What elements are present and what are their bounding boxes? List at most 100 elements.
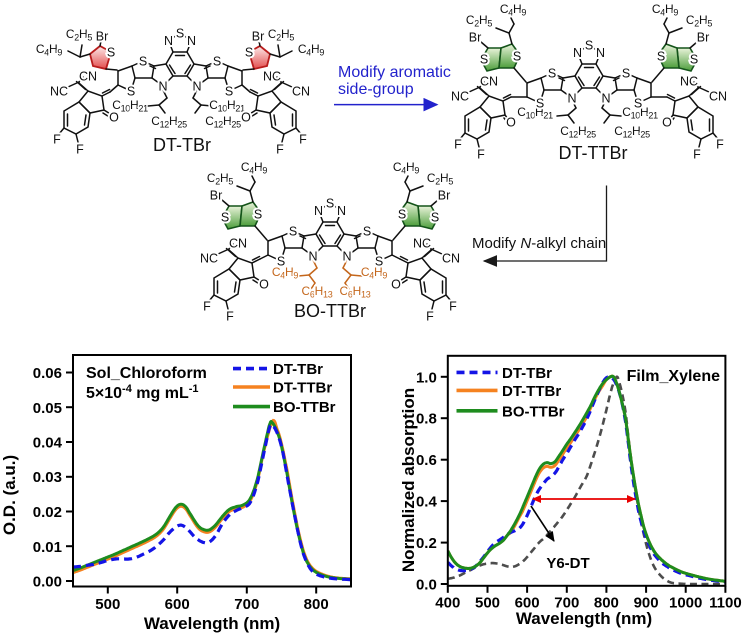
svg-text:S: S [221, 210, 229, 224]
svg-text:Br: Br [697, 30, 710, 44]
svg-text:S: S [690, 52, 698, 66]
svg-text:Modify aromatic: Modify aromatic [338, 64, 451, 81]
svg-text:500: 500 [475, 594, 500, 611]
svg-text:C4​H9​: C4​H9​ [393, 160, 419, 176]
svg-text:C12​H25​: C12​H25​ [560, 124, 596, 140]
svg-text:N: N [164, 34, 173, 48]
svg-text:DT-TBr: DT-TBr [273, 361, 323, 378]
svg-text:S: S [657, 49, 665, 63]
svg-text:800: 800 [304, 596, 329, 613]
svg-text:C10​H21​: C10​H21​ [517, 105, 553, 121]
svg-text:C6​H13​: C6​H13​ [302, 284, 333, 300]
svg-text:N: N [596, 46, 605, 60]
svg-text:0.04: 0.04 [33, 435, 63, 452]
svg-text:S: S [585, 38, 593, 52]
svg-text:600: 600 [515, 594, 540, 611]
svg-text:Br: Br [469, 30, 482, 44]
svg-text:F: F [477, 147, 485, 161]
svg-text:S: S [326, 196, 334, 210]
svg-text:F: F [299, 132, 307, 146]
svg-text:Br: Br [252, 29, 265, 43]
svg-text:C4​H9​: C4​H9​ [652, 2, 678, 18]
svg-text:S: S [622, 66, 630, 80]
svg-text:0.6: 0.6 [416, 452, 437, 469]
svg-text:C2​H5​: C2​H5​ [66, 27, 92, 43]
svg-text:C4​H9​: C4​H9​ [36, 42, 62, 58]
svg-text:S: S [431, 210, 439, 224]
svg-text:S: S [127, 84, 135, 98]
svg-text:S: S [634, 96, 642, 110]
svg-text:C10​H21​: C10​H21​ [209, 98, 245, 114]
svg-text:1.0: 1.0 [416, 369, 437, 386]
svg-text:DT-TBr: DT-TBr [502, 365, 552, 382]
svg-text:Normalized absorption: Normalized absorption [399, 388, 418, 572]
svg-text:0.8: 0.8 [416, 411, 437, 428]
svg-text:F: F [276, 142, 284, 156]
svg-text:C12​H25​: C12​H25​ [614, 124, 650, 140]
svg-text:S: S [548, 66, 556, 80]
svg-text:CN: CN [480, 74, 498, 88]
svg-text:0.02: 0.02 [33, 504, 62, 521]
svg-text:NC: NC [680, 74, 698, 88]
svg-text:CN: CN [709, 89, 727, 103]
svg-text:Br: Br [438, 188, 451, 202]
svg-text:CN: CN [229, 236, 247, 250]
svg-text:C10​H21​: C10​H21​ [112, 98, 148, 114]
svg-text:DT-TTBr: DT-TTBr [273, 380, 332, 397]
svg-text:NC: NC [451, 89, 469, 103]
svg-text:S: S [289, 224, 297, 238]
svg-text:Sol_Chloroform: Sol_Chloroform [86, 365, 207, 382]
svg-text:S: S [176, 26, 184, 40]
svg-text:O: O [259, 277, 269, 291]
svg-text:S: S [375, 254, 383, 268]
svg-text:C12​H25​: C12​H25​ [205, 114, 241, 130]
svg-text:S: S [480, 52, 488, 66]
svg-text:F: F [76, 142, 84, 156]
svg-text:N: N [192, 79, 201, 93]
svg-text:500: 500 [95, 596, 120, 613]
svg-text:C10​H21​: C10​H21​ [622, 105, 658, 121]
svg-text:DT-TBr: DT-TBr [153, 135, 211, 155]
svg-text:NC: NC [263, 69, 281, 83]
svg-text:S: S [213, 54, 221, 68]
svg-text:F: F [226, 309, 234, 323]
svg-text:O: O [662, 115, 672, 129]
svg-text:1100: 1100 [709, 594, 742, 611]
svg-text:Wavelength (nm): Wavelength (nm) [144, 614, 280, 633]
svg-text:N: N [337, 204, 346, 218]
svg-text:N: N [308, 249, 317, 263]
svg-text:N: N [314, 204, 323, 218]
svg-text:DT-TTBr: DT-TTBr [559, 143, 628, 163]
svg-text:S: S [107, 45, 115, 59]
svg-text:0.05: 0.05 [33, 400, 62, 417]
svg-text:600: 600 [165, 596, 190, 613]
svg-text:NC: NC [413, 236, 431, 250]
svg-text:C4​H9​: C4​H9​ [298, 42, 324, 58]
svg-text:0.2: 0.2 [416, 535, 437, 552]
svg-text:N: N [567, 91, 576, 105]
svg-text:C4​H9​: C4​H9​ [500, 2, 526, 18]
svg-text:C2​H5​: C2​H5​ [686, 13, 712, 29]
svg-text:0.01: 0.01 [33, 539, 62, 556]
svg-text:BO-TTBr: BO-TTBr [502, 403, 565, 420]
svg-text:700: 700 [554, 594, 579, 611]
svg-text:side-group: side-group [338, 81, 414, 98]
svg-text:Y6-DT: Y6-DT [546, 555, 589, 572]
svg-text:F: F [203, 299, 211, 313]
svg-text:C2​H5​: C2​H5​ [268, 27, 294, 43]
svg-text:S: S [277, 254, 285, 268]
svg-text:900: 900 [634, 594, 659, 611]
svg-text:F: F [454, 137, 462, 151]
svg-text:S: S [245, 45, 253, 59]
svg-text:C2​H5​: C2​H5​ [427, 171, 453, 187]
svg-text:0.4: 0.4 [416, 494, 438, 511]
svg-text:N: N [187, 34, 196, 48]
svg-text:O.D. (a.u.): O.D. (a.u.) [0, 455, 19, 535]
svg-text:DT-TTBr: DT-TTBr [502, 383, 561, 400]
svg-text:S: S [363, 224, 371, 238]
svg-text:S: S [536, 96, 544, 110]
svg-text:C4​H9​: C4​H9​ [361, 265, 387, 281]
svg-text:1000: 1000 [669, 594, 702, 611]
svg-text:C6​H13​: C6​H13​ [340, 284, 371, 300]
svg-text:Wavelength (nm): Wavelength (nm) [516, 609, 652, 628]
